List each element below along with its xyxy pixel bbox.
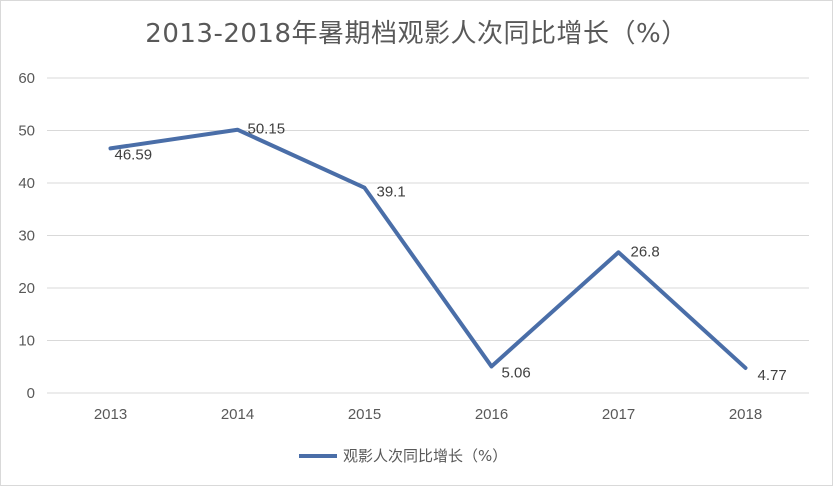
x-tick-label: 2016: [475, 406, 508, 423]
gridlines: [47, 77, 809, 394]
series-lines: [108, 127, 748, 370]
data-label: 50.15: [248, 121, 286, 138]
y-tick-label: 10: [18, 333, 35, 350]
x-tick-label: 2015: [348, 406, 381, 423]
y-tick-label: 50: [18, 123, 35, 140]
x-tick-label: 2014: [221, 406, 254, 423]
x-tick-label: 2017: [602, 406, 635, 423]
data-label: 46.59: [115, 146, 153, 163]
x-tick-label: 2013: [94, 406, 127, 423]
y-tick-label: 40: [18, 175, 35, 192]
data-labels: 46.59 50.15 39.1 5.06 26.8 4.77: [115, 121, 787, 384]
data-label: 4.77: [758, 367, 787, 384]
series-line: [108, 127, 748, 370]
chart-title: 2013-2018年暑期档观影人次同比增长（%）: [145, 19, 688, 49]
y-tick-label: 20: [18, 280, 35, 297]
data-label: 26.8: [631, 243, 660, 260]
data-label: 5.06: [502, 364, 531, 381]
x-axis-ticks: 2013 2014 2015 2016 2017 2018: [94, 406, 762, 423]
data-label: 39.1: [377, 184, 406, 201]
y-tick-label: 60: [18, 70, 35, 87]
legend: 观影人次同比增长（%）: [299, 447, 507, 465]
y-axis-ticks: 0 10 20 30 40 50 60: [18, 70, 35, 402]
y-tick-label: 0: [27, 385, 35, 402]
legend-label: 观影人次同比增长（%）: [343, 447, 507, 465]
y-tick-label: 30: [18, 228, 35, 245]
x-tick-label: 2018: [729, 406, 762, 423]
